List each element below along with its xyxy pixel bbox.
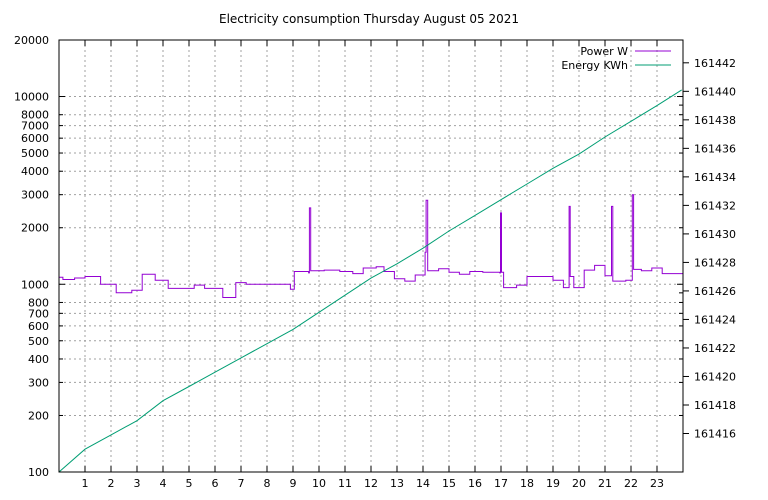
- y-right-tick-label: 161436: [694, 142, 736, 155]
- x-tick-label: 23: [650, 477, 664, 490]
- y-left-tick-label: 8000: [21, 109, 49, 122]
- x-tick-label: 6: [212, 477, 219, 490]
- x-tick-label: 12: [364, 477, 378, 490]
- y-left-tick-label: 200: [28, 409, 49, 422]
- y-left-tick-label: 10000: [14, 91, 49, 104]
- x-tick-label: 21: [598, 477, 612, 490]
- y-right-tick-label: 161422: [694, 342, 736, 355]
- legend-label-power: Power W: [580, 45, 628, 58]
- x-tick-label: 17: [494, 477, 508, 490]
- x-tick-label: 2: [108, 477, 115, 490]
- grid: [59, 40, 683, 472]
- x-tick-label: 5: [186, 477, 193, 490]
- y-left-tick-label: 100: [28, 466, 49, 479]
- x-tick-label: 15: [442, 477, 456, 490]
- power-series-line: [59, 194, 683, 298]
- x-tick-label: 13: [390, 477, 404, 490]
- y-right-tick-label: 161442: [694, 57, 736, 70]
- legend: Power W Energy KWh: [561, 45, 671, 72]
- y-right-tick-label: 161428: [694, 256, 736, 269]
- y-left-tick-label: 300: [28, 376, 49, 389]
- y-left-tick-label: 3000: [21, 189, 49, 202]
- y-left-tick-label: 6000: [21, 132, 49, 145]
- x-tick-label: 11: [338, 477, 352, 490]
- x-tick-label: 1: [82, 477, 89, 490]
- y-right-tick-label: 161418: [694, 399, 736, 412]
- y-right-tick-label: 161424: [694, 313, 736, 326]
- y-right-tick-label: 161440: [694, 85, 736, 98]
- y-left-tick-label: 500: [28, 335, 49, 348]
- y-left-tick-label: 1000: [21, 278, 49, 291]
- axes: 1 2 3 4 5 6 7 8 9 10 11 12 13 14 15 16 17 18 19 20 21 22 23100…: [14, 34, 736, 490]
- x-tick-label: 7: [238, 477, 245, 490]
- x-tick-label: 22: [624, 477, 638, 490]
- y-left-tick-label: 4000: [21, 165, 49, 178]
- chart-title: Electricity consumption Thursday August …: [219, 12, 519, 26]
- y-left-tick-label: 700: [28, 307, 49, 320]
- energy-series-line: [58, 89, 682, 473]
- y-left-tick-label: 20000: [14, 34, 49, 47]
- y-left-tick-label: 5000: [21, 147, 49, 160]
- x-tick-label: 18: [520, 477, 534, 490]
- x-tick-label: 4: [160, 477, 167, 490]
- y-right-tick-label: 161430: [694, 228, 736, 241]
- y-right-tick-label: 161432: [694, 199, 736, 212]
- x-tick-label: 9: [290, 477, 297, 490]
- y-right-tick-label: 161416: [694, 428, 736, 441]
- y-right-tick-label: 161438: [694, 114, 736, 127]
- x-tick-label: 10: [312, 477, 326, 490]
- x-tick-label: 8: [264, 477, 271, 490]
- x-tick-label: 20: [572, 477, 586, 490]
- y-left-tick-label: 800: [28, 296, 49, 309]
- x-tick-label: 3: [134, 477, 141, 490]
- legend-label-energy: Energy KWh: [561, 59, 628, 72]
- x-tick-label: 14: [416, 477, 430, 490]
- y-right-tick-label: 161434: [694, 171, 736, 184]
- y-left-tick-label: 400: [28, 353, 49, 366]
- y-right-tick-label: 161420: [694, 370, 736, 383]
- series-layer: [58, 89, 683, 473]
- x-tick-label: 16: [468, 477, 482, 490]
- y-left-tick-label: 2000: [21, 222, 49, 235]
- x-tick-label: 19: [546, 477, 560, 490]
- y-left-tick-label: 7000: [21, 120, 49, 133]
- y-left-tick-label: 600: [28, 320, 49, 333]
- y-right-tick-label: 161426: [694, 285, 736, 298]
